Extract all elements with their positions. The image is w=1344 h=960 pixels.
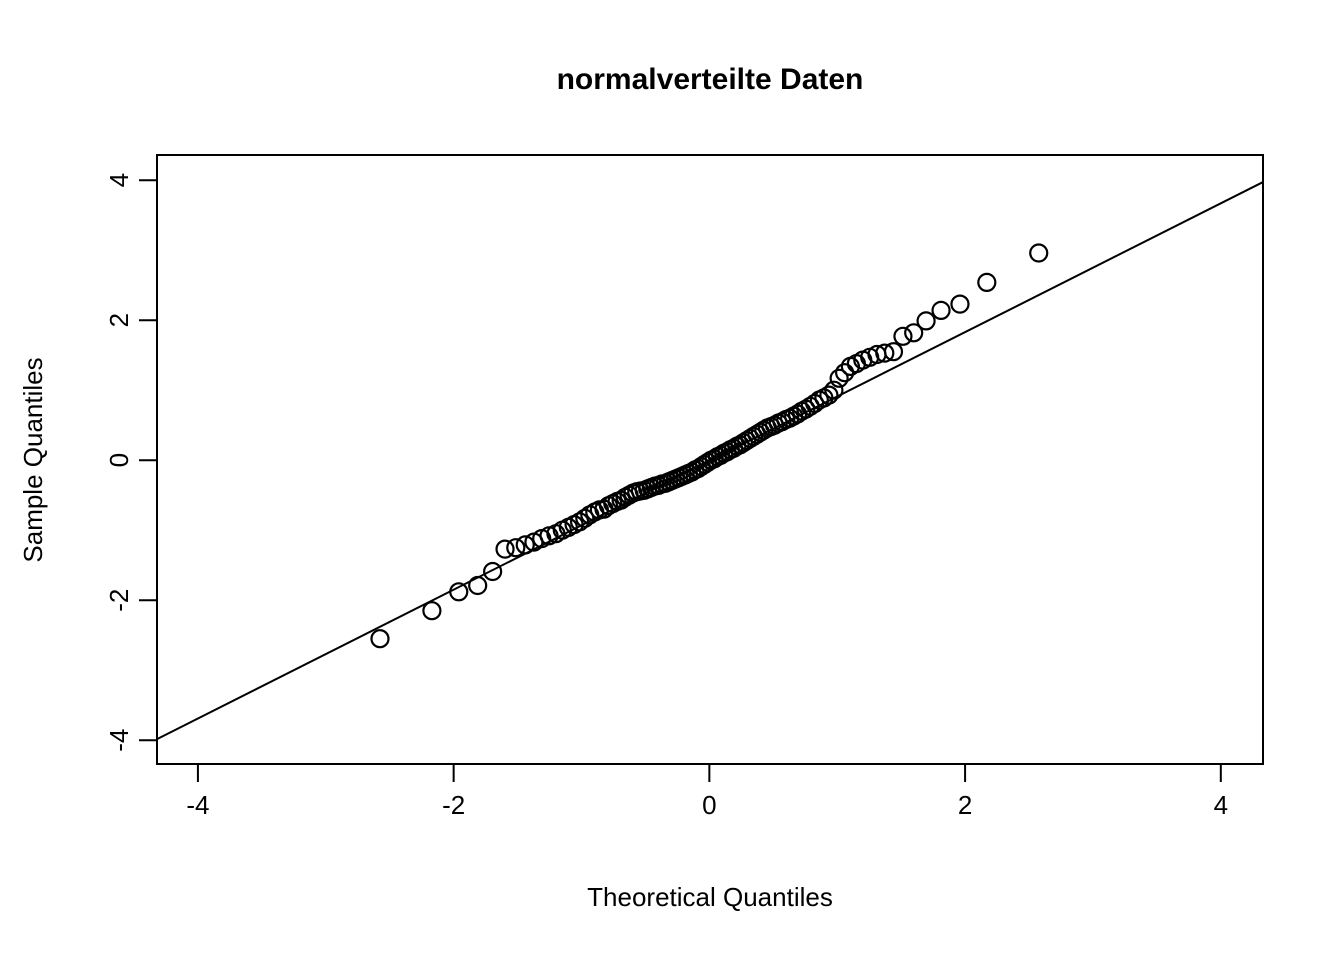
data-point bbox=[449, 582, 469, 602]
data-point bbox=[805, 393, 825, 414]
data-point bbox=[1029, 243, 1049, 263]
y-axis-ticks bbox=[139, 179, 157, 742]
data-point bbox=[575, 508, 595, 528]
data-point bbox=[893, 326, 913, 346]
y-tick-labels: -4 -2 0 2 4 bbox=[104, 173, 134, 752]
y-tick-label: 4 bbox=[104, 173, 134, 187]
data-point bbox=[506, 538, 526, 558]
x-tick-label: -4 bbox=[186, 790, 209, 820]
data-point bbox=[569, 512, 590, 532]
data-point bbox=[883, 342, 904, 362]
data-point bbox=[824, 380, 844, 400]
data-point bbox=[829, 368, 849, 388]
data-point bbox=[950, 294, 970, 314]
x-tick-label: 2 bbox=[958, 790, 972, 820]
x-tick-labels: -4 -2 0 2 4 bbox=[186, 790, 1228, 820]
y-axis-label: Sample Quantiles bbox=[18, 357, 48, 562]
y-tick-label: -4 bbox=[104, 729, 134, 752]
data-point bbox=[483, 561, 503, 582]
y-tick-label: 2 bbox=[104, 313, 134, 327]
chart-title: normalverteilte Daten bbox=[557, 63, 864, 96]
data-point bbox=[515, 535, 535, 555]
x-tick-label: 4 bbox=[1214, 790, 1228, 820]
x-axis-ticks bbox=[196, 764, 1222, 782]
x-tick-label: 0 bbox=[702, 790, 716, 820]
data-point bbox=[495, 539, 515, 559]
data-point bbox=[916, 311, 936, 331]
data-point bbox=[468, 575, 488, 596]
y-tick-label: -2 bbox=[104, 589, 134, 612]
data-point bbox=[370, 629, 390, 649]
y-tick-label: 0 bbox=[104, 453, 134, 467]
data-point bbox=[875, 343, 895, 363]
data-point bbox=[819, 385, 839, 405]
data-point bbox=[422, 601, 442, 621]
x-axis-label: Theoretical Quantiles bbox=[587, 882, 833, 912]
data-point bbox=[835, 363, 855, 383]
data-points bbox=[370, 243, 1049, 649]
x-tick-label: -2 bbox=[442, 790, 465, 820]
data-point bbox=[931, 300, 951, 320]
data-point bbox=[904, 323, 924, 343]
data-point bbox=[977, 272, 997, 292]
